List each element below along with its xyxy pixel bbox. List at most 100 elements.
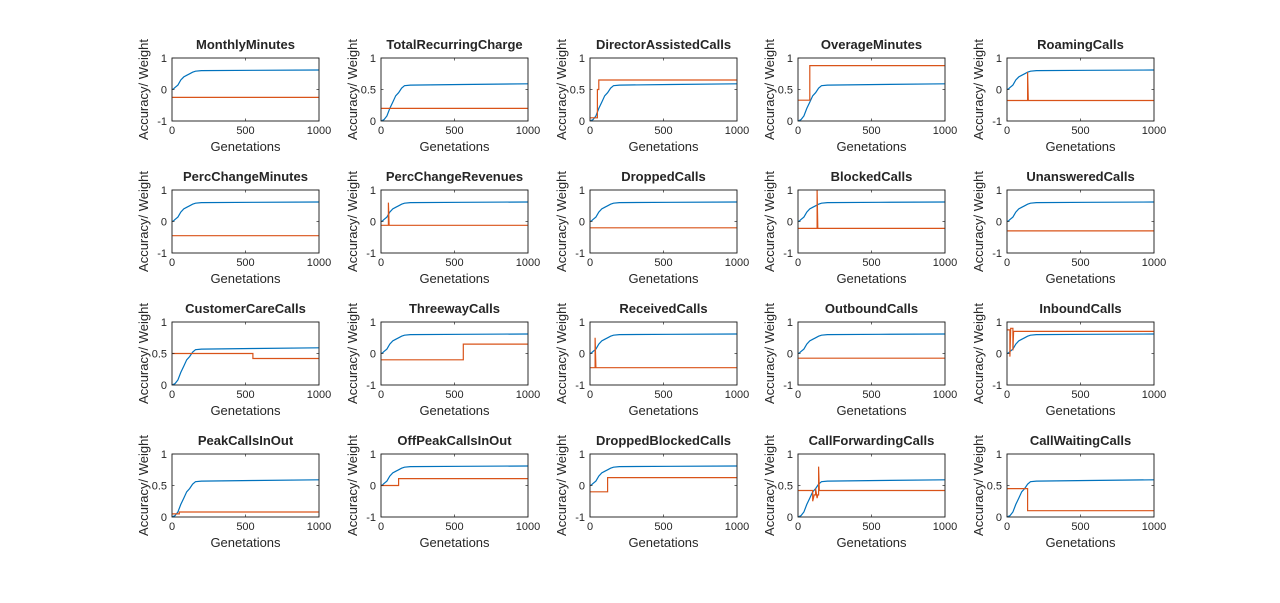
- accuracy-series-line: [1006, 479, 1155, 518]
- x-axis-label: Genetations: [419, 403, 490, 418]
- y-tick-label: 0: [370, 481, 376, 493]
- x-tick-label: 0: [587, 521, 593, 533]
- x-tick-label: 500: [862, 389, 880, 401]
- x-axis-label: Genetations: [628, 535, 699, 550]
- x-tick-label: 0: [795, 125, 801, 137]
- accuracy-series-line: [1006, 69, 1155, 91]
- y-tick-label: -1: [575, 512, 585, 524]
- plot-area: [171, 453, 320, 518]
- subplot-title: BlockedCalls: [831, 169, 913, 184]
- subplot-title: ReceivedCalls: [619, 301, 707, 316]
- y-axis-label: Accuracy/ Weight: [554, 303, 569, 404]
- x-axis-label: Genetations: [836, 403, 907, 418]
- x-tick-label: 1000: [307, 257, 331, 269]
- y-tick-label: 0: [370, 217, 376, 229]
- y-axis-label: Accuracy/ Weight: [345, 303, 360, 404]
- plot-area: [589, 453, 738, 518]
- y-axis-label: Accuracy/ Weight: [554, 171, 569, 272]
- x-tick-label: 500: [1071, 257, 1089, 269]
- subplot-title: MonthlyMinutes: [196, 37, 295, 52]
- subplot-title: OutboundCalls: [825, 301, 918, 316]
- weight-series-line: [1007, 72, 1154, 102]
- y-tick-label: 0: [996, 349, 1002, 361]
- subplot-PercChangeMinutes: 0 500 1000-101PercChangeMinutesGenetations…: [136, 169, 331, 286]
- x-tick-label: 0: [378, 125, 384, 137]
- plot-area: [380, 189, 529, 254]
- y-tick-label: 0: [787, 116, 793, 128]
- plot-area: [380, 57, 529, 122]
- x-tick-label: 0: [378, 257, 384, 269]
- y-axis-label: Accuracy/ Weight: [136, 39, 151, 140]
- x-axis-label: Genetations: [1045, 271, 1116, 286]
- plot-area: [1006, 189, 1155, 254]
- x-tick-label: 500: [236, 257, 254, 269]
- x-tick-label: 1000: [307, 521, 331, 533]
- x-tick-label: 0: [378, 389, 384, 401]
- x-tick-label: 500: [1071, 125, 1089, 137]
- x-tick-label: 500: [445, 389, 463, 401]
- subplot-RoamingCalls: 0 500 1000-101RoamingCallsGenetationsAccur…: [971, 37, 1166, 154]
- x-tick-label: 500: [862, 125, 880, 137]
- x-tick-label: 0: [587, 257, 593, 269]
- y-tick-label: -1: [366, 512, 376, 524]
- y-tick-label: -1: [783, 380, 793, 392]
- y-tick-label: 1: [579, 317, 585, 329]
- subplot-title: UnansweredCalls: [1026, 169, 1134, 184]
- x-axis-label: Genetations: [210, 139, 281, 154]
- x-axis-label: Genetations: [419, 535, 490, 550]
- y-tick-label: -1: [575, 380, 585, 392]
- y-tick-label: -1: [366, 248, 376, 260]
- subplot-CallWaitingCalls: 0 500 1000 0 0.5 1 CallWaitingCalls Genetations…: [971, 433, 1166, 550]
- accuracy-series-line: [380, 465, 529, 487]
- subplot-title: RoamingCalls: [1037, 37, 1124, 52]
- x-tick-label: 500: [654, 125, 672, 137]
- x-axis-label: Genetations: [419, 271, 490, 286]
- x-tick-label: 0: [1004, 125, 1010, 137]
- subplot-title: CustomerCareCalls: [185, 301, 306, 316]
- x-axis-label: Genetations: [1045, 403, 1116, 418]
- accuracy-series-line: [589, 333, 738, 355]
- x-tick-label: 1000: [516, 125, 540, 137]
- plot-area: [797, 321, 946, 386]
- y-axis-label: Accuracy/ Weight: [554, 39, 569, 140]
- subplot-title: DroppedCalls: [621, 169, 706, 184]
- y-tick-label: 0.5: [152, 481, 167, 493]
- plot-area: [171, 189, 320, 254]
- x-tick-label: 1000: [1142, 521, 1166, 533]
- subplot-CallForwardingCalls: 0 500 1000 0 0.5 1 CallForwardingCalls Genetati…: [762, 433, 957, 550]
- weight-series-line: [1007, 327, 1154, 357]
- x-axis-label: Genetations: [210, 271, 281, 286]
- x-tick-label: 1000: [933, 257, 957, 269]
- x-tick-label: 0: [169, 125, 175, 137]
- y-tick-label: 1: [161, 53, 167, 65]
- weight-series-line: [590, 477, 737, 493]
- y-axis-label: Accuracy/ Weight: [345, 39, 360, 140]
- y-tick-label: 1: [579, 185, 585, 197]
- x-tick-label: 0: [1004, 521, 1010, 533]
- weight-series-line: [1007, 488, 1154, 512]
- y-axis-label: Accuracy/ Weight: [971, 303, 986, 404]
- x-tick-label: 1000: [1142, 257, 1166, 269]
- subplot-title: TotalRecurringCharge: [386, 37, 522, 52]
- plot-area: [1006, 57, 1155, 122]
- subplot-title: ThreewayCalls: [409, 301, 500, 316]
- plot-area: [589, 321, 738, 386]
- accuracy-series-line: [380, 201, 529, 223]
- y-tick-label: -1: [575, 248, 585, 260]
- x-tick-label: 1000: [1142, 125, 1166, 137]
- subplot-CustomerCareCalls: 0 500 1000 0 0.5 1 CustomerCareCalls Genetation…: [136, 301, 331, 418]
- x-tick-label: 500: [236, 125, 254, 137]
- plot-area: [380, 453, 529, 518]
- x-tick-label: 1000: [516, 257, 540, 269]
- x-tick-label: 1000: [307, 389, 331, 401]
- x-axis-label: Genetations: [419, 139, 490, 154]
- weight-series-line: [381, 202, 528, 226]
- y-tick-label: 0: [370, 349, 376, 361]
- y-axis-label: Accuracy/ Weight: [136, 303, 151, 404]
- subplot-BlockedCalls: 0 500 1000-101BlockedCallsGenetationsAccur…: [762, 169, 957, 286]
- x-axis-label: Genetations: [1045, 535, 1116, 550]
- x-tick-label: 1000: [516, 521, 540, 533]
- x-tick-label: 0: [587, 125, 593, 137]
- y-tick-label: 1: [370, 449, 376, 461]
- y-axis-label: Accuracy/ Weight: [762, 39, 777, 140]
